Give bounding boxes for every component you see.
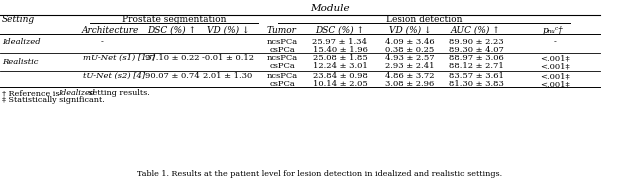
Text: <.001‡: <.001‡ xyxy=(540,62,570,70)
Text: <.001‡: <.001‡ xyxy=(540,80,570,88)
Text: 0.38 ± 0.25: 0.38 ± 0.25 xyxy=(385,46,435,54)
Text: 3.08 ± 2.96: 3.08 ± 2.96 xyxy=(385,80,435,88)
Text: DSC (%) ↑: DSC (%) ↑ xyxy=(316,26,365,35)
Text: -: - xyxy=(554,38,556,46)
Text: 25.08 ± 1.85: 25.08 ± 1.85 xyxy=(312,54,367,62)
Text: Module: Module xyxy=(310,3,350,12)
Text: 89.90 ± 2.23: 89.90 ± 2.23 xyxy=(449,38,503,46)
Text: 97.10 ± 0.22: 97.10 ± 0.22 xyxy=(145,54,199,62)
Text: pₙᵤᶜ†: pₙᵤᶜ† xyxy=(543,26,563,35)
Text: Realistic: Realistic xyxy=(2,58,38,66)
Text: <.001‡: <.001‡ xyxy=(540,54,570,62)
Text: 89.30 ± 4.07: 89.30 ± 4.07 xyxy=(449,46,504,54)
Text: -: - xyxy=(100,38,104,46)
Text: 88.12 ± 2.71: 88.12 ± 2.71 xyxy=(449,62,504,70)
Text: csPCa: csPCa xyxy=(269,46,295,54)
Text: † Reference is: † Reference is xyxy=(2,89,62,97)
Text: setting results.: setting results. xyxy=(86,89,150,97)
Text: Lesion detection: Lesion detection xyxy=(386,15,462,24)
Text: 88.97 ± 3.06: 88.97 ± 3.06 xyxy=(449,54,504,62)
Text: csPCa: csPCa xyxy=(269,62,295,70)
Text: 83.57 ± 3.61: 83.57 ± 3.61 xyxy=(449,72,504,80)
Text: Setting: Setting xyxy=(2,15,35,24)
Text: ‡ Statistically significant.: ‡ Statistically significant. xyxy=(2,96,105,104)
Text: Prostate segmentation: Prostate segmentation xyxy=(122,15,227,24)
Text: -0.01 ± 0.12: -0.01 ± 0.12 xyxy=(202,54,254,62)
Text: Architecture: Architecture xyxy=(82,26,140,35)
Text: mU-Net (s1) [13]: mU-Net (s1) [13] xyxy=(83,54,155,62)
Text: 2.01 ± 1.30: 2.01 ± 1.30 xyxy=(204,72,253,80)
Text: ncsPCa: ncsPCa xyxy=(266,54,298,62)
Text: 4.86 ± 3.72: 4.86 ± 3.72 xyxy=(385,72,435,80)
Text: 10.14 ± 2.05: 10.14 ± 2.05 xyxy=(312,80,367,88)
Text: Table 1. Results at the patient level for lesion detection in idealized and real: Table 1. Results at the patient level fo… xyxy=(138,170,502,178)
Text: 90.07 ± 0.74: 90.07 ± 0.74 xyxy=(145,72,200,80)
Text: 12.24 ± 3.01: 12.24 ± 3.01 xyxy=(312,62,367,70)
Text: 4.09 ± 3.46: 4.09 ± 3.46 xyxy=(385,38,435,46)
Text: Tumor: Tumor xyxy=(267,26,297,35)
Text: <.001‡: <.001‡ xyxy=(540,72,570,80)
Text: tU-Net (s2) [4]: tU-Net (s2) [4] xyxy=(83,72,145,80)
Text: VD (%) ↓: VD (%) ↓ xyxy=(207,26,249,35)
Text: Idealized: Idealized xyxy=(2,38,40,46)
Text: csPCa: csPCa xyxy=(269,80,295,88)
Text: VD (%) ↓: VD (%) ↓ xyxy=(388,26,431,35)
Text: 2.93 ± 2.41: 2.93 ± 2.41 xyxy=(385,62,435,70)
Text: ncsPCa: ncsPCa xyxy=(266,38,298,46)
Text: 81.30 ± 3.83: 81.30 ± 3.83 xyxy=(449,80,504,88)
Text: 25.97 ± 1.34: 25.97 ± 1.34 xyxy=(312,38,367,46)
Text: 4.93 ± 2.57: 4.93 ± 2.57 xyxy=(385,54,435,62)
Text: 15.40 ± 1.96: 15.40 ± 1.96 xyxy=(312,46,367,54)
Text: ncsPCa: ncsPCa xyxy=(266,72,298,80)
Text: AUC (%) ↑: AUC (%) ↑ xyxy=(451,26,501,35)
Text: 23.84 ± 0.98: 23.84 ± 0.98 xyxy=(312,72,367,80)
Text: Idealized: Idealized xyxy=(58,89,95,97)
Text: DSC (%) ↑: DSC (%) ↑ xyxy=(147,26,196,35)
